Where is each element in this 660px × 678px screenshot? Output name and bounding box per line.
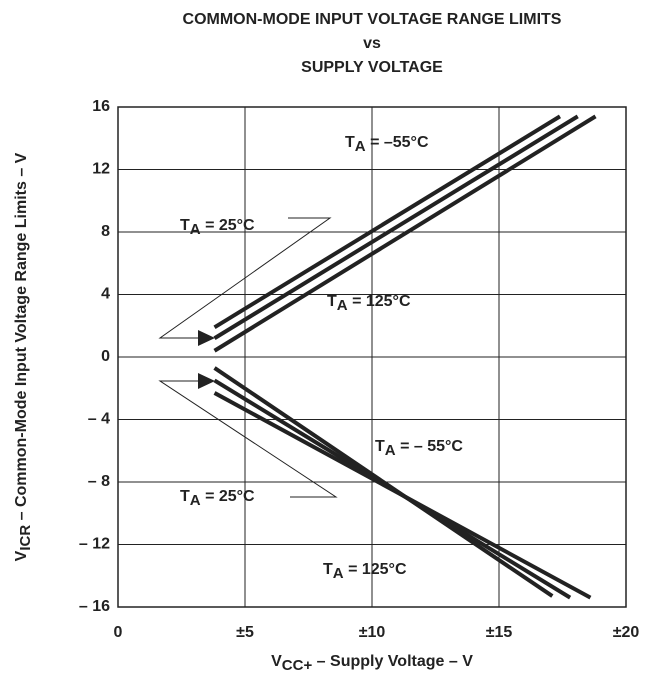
annotation-sub: A: [385, 442, 396, 459]
annotation: TA = –55°C: [345, 134, 429, 155]
annotation-rest: = –55°C: [366, 134, 429, 151]
annotation-main: T: [345, 134, 355, 151]
annotation-rest: = 25°C: [201, 217, 255, 234]
x-axis-label-rest: – Supply Voltage – V: [312, 653, 473, 670]
y-tick-label: 16: [92, 98, 110, 115]
data-line: [213, 114, 597, 353]
annotation-main: T: [180, 488, 190, 505]
x-tick-label: ±20: [613, 624, 640, 641]
leader-line: [158, 380, 338, 498]
chart-title: SUPPLY VOLTAGE: [301, 59, 443, 76]
y-axis-label: VICR – Common-Mode Input Voltage Range L…: [13, 152, 34, 561]
annotation-main: T: [327, 293, 337, 310]
annotation-rest: = 25°C: [201, 488, 255, 505]
chart-title: COMMON-MODE INPUT VOLTAGE RANGE LIMITS: [183, 11, 562, 28]
data-line: [213, 391, 592, 600]
y-tick-label: 4: [101, 286, 110, 303]
plot-frame: [117, 106, 627, 608]
annotation: TA = 125°C: [323, 561, 407, 582]
y-tick-label: – 16: [79, 598, 110, 615]
y-tick-label: 8: [101, 223, 110, 240]
y-tick-label: 0: [101, 348, 110, 365]
y-tick-label: – 12: [79, 536, 110, 553]
data-line: [213, 114, 579, 340]
x-tick-label: ±5: [236, 624, 254, 641]
annotation-sub: A: [355, 138, 366, 155]
chart-title: vs: [363, 35, 381, 52]
x-axis-label: VCC+ – Supply Voltage – V: [271, 653, 473, 674]
annotation-rest: = 125°C: [344, 561, 407, 578]
annotation-sub: A: [190, 221, 201, 238]
arrow-head: [198, 373, 215, 389]
annotation: TA = 125°C: [327, 293, 411, 314]
data-line: [213, 114, 562, 330]
y-axis-label-main: V: [13, 550, 30, 561]
y-tick-label: 12: [92, 161, 110, 178]
annotation: TA = 25°C: [180, 488, 255, 509]
y-tick-label: – 4: [88, 411, 110, 428]
x-axis-label-main: V: [271, 653, 282, 670]
x-tick-label: ±15: [486, 624, 513, 641]
x-axis-label-sub: CC+: [282, 657, 313, 674]
annotation: TA = – 55°C: [375, 438, 463, 459]
annotation-main: T: [323, 561, 333, 578]
annotation: TA = 25°C: [180, 217, 255, 238]
arrow-head: [198, 330, 215, 346]
y-axis-label-sub: ICR: [17, 525, 34, 551]
annotation-sub: A: [337, 297, 348, 314]
annotation-sub: A: [190, 492, 201, 509]
y-tick-label: – 8: [88, 473, 110, 490]
y-axis-label-rest: – Common-Mode Input Voltage Range Limits…: [13, 152, 30, 525]
annotation-sub: A: [333, 565, 344, 582]
x-tick-label: 0: [114, 624, 123, 641]
x-tick-label: ±10: [359, 624, 386, 641]
annotation-rest: = 125°C: [348, 293, 411, 310]
annotation-main: T: [180, 217, 190, 234]
annotation-rest: = – 55°C: [396, 438, 464, 455]
annotation-main: T: [375, 438, 385, 455]
